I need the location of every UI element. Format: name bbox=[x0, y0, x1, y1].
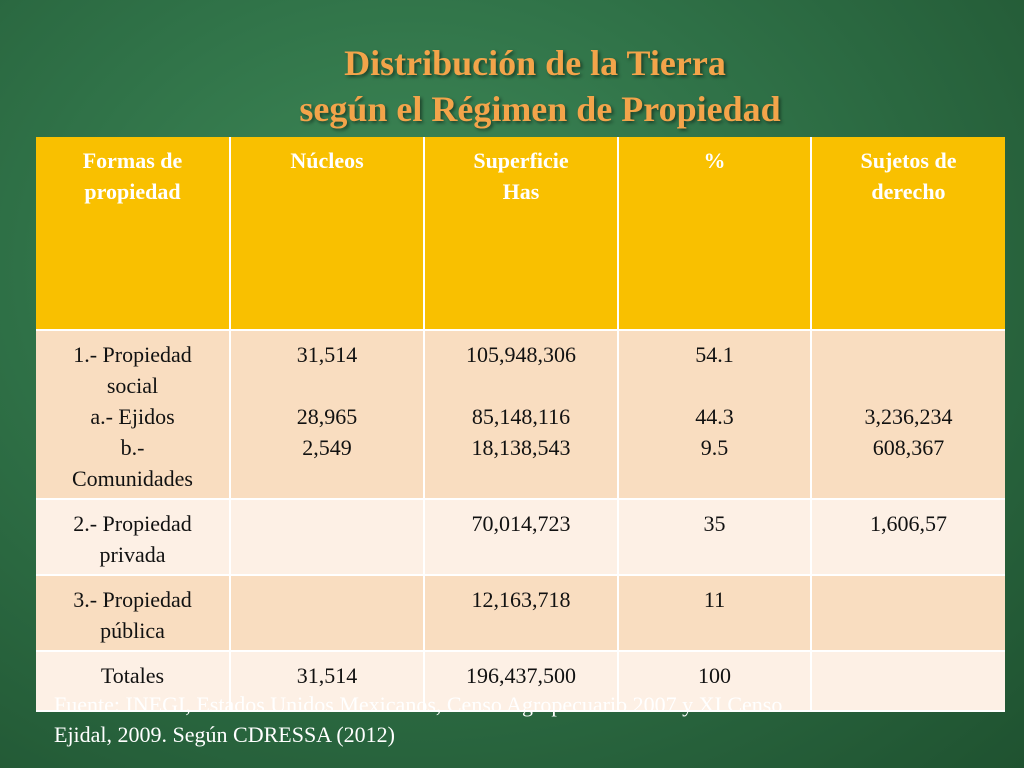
cell-text: Comunidades bbox=[72, 466, 193, 491]
cell-text: 31,514 bbox=[296, 663, 358, 688]
cell-text: 28,965 bbox=[296, 404, 358, 429]
header-text: Sujetos de bbox=[860, 148, 957, 173]
header-superficie: Superficie Has bbox=[424, 137, 619, 331]
header-text: propiedad bbox=[84, 179, 181, 204]
cell-forma: 1.- Propiedad social a.- Ejidos b.- Comu… bbox=[36, 330, 231, 500]
cell-sujetos bbox=[811, 575, 1005, 652]
header-text: Formas de bbox=[82, 148, 183, 173]
header-row: Formas de propiedad Núcleos Superficie H… bbox=[36, 137, 1005, 331]
cell-forma: 2.- Propiedad privada bbox=[36, 499, 231, 576]
land-distribution-table: Formas de propiedad Núcleos Superficie H… bbox=[36, 137, 1005, 712]
cell-text: 85,148,116 bbox=[471, 404, 571, 429]
cell-text: 18,138,543 bbox=[471, 435, 571, 460]
cell-text: 3.- Propiedad bbox=[73, 587, 192, 612]
cell-text: 196,437,500 bbox=[466, 663, 576, 688]
cell-text: 1,606,57 bbox=[870, 511, 947, 536]
cell-text: 105,948,306 bbox=[466, 342, 576, 367]
cell-percent: 35 bbox=[618, 499, 812, 576]
cell-text: 100 bbox=[698, 663, 731, 688]
footnote-line-1: Fuente: INEGI, Estados Unidos Mexicanos,… bbox=[54, 692, 783, 717]
cell-text: 2,549 bbox=[302, 435, 352, 460]
cell-forma: 3.- Propiedad pública bbox=[36, 575, 231, 652]
header-text: % bbox=[703, 148, 726, 173]
cell-text: 54.1 bbox=[695, 342, 734, 367]
header-nucleos: Núcleos bbox=[230, 137, 425, 331]
slide-title: Distribución de la Tierra según el Régim… bbox=[0, 40, 1024, 132]
cell-superficie: 196,437,500 bbox=[424, 651, 619, 712]
header-percent: % bbox=[618, 137, 812, 331]
cell-text: pública bbox=[100, 618, 165, 643]
cell-text: 44.3 bbox=[695, 404, 734, 429]
source-footnote: Fuente: INEGI, Estados Unidos Mexicanos,… bbox=[54, 690, 994, 750]
cell-percent: 100 bbox=[618, 651, 812, 712]
header-text: Núcleos bbox=[290, 148, 364, 173]
table-row: 3.- Propiedad pública 12,163,718 11 bbox=[36, 575, 1005, 652]
header-sujetos: Sujetos de derecho bbox=[811, 137, 1005, 331]
cell-text: b.- bbox=[120, 435, 145, 460]
cell-text: Totales bbox=[100, 663, 165, 688]
title-line-2: según el Régimen de Propiedad bbox=[299, 89, 781, 129]
header-text: Has bbox=[502, 179, 540, 204]
cell-nucleos bbox=[230, 575, 425, 652]
cell-nucleos bbox=[230, 499, 425, 576]
cell-text: 11 bbox=[703, 587, 726, 612]
cell-superficie: 12,163,718 bbox=[424, 575, 619, 652]
cell-forma: Totales bbox=[36, 651, 231, 712]
cell-text: 35 bbox=[703, 511, 726, 536]
cell-text: 70,014,723 bbox=[471, 511, 571, 536]
cell-text: 31,514 bbox=[296, 342, 358, 367]
cell-sujetos bbox=[811, 651, 1005, 712]
header-text: derecho bbox=[871, 179, 946, 204]
cell-sujetos: 1,606,57 bbox=[811, 499, 1005, 576]
cell-nucleos: 31,514 bbox=[230, 651, 425, 712]
table-row: 1.- Propiedad social a.- Ejidos b.- Comu… bbox=[36, 330, 1005, 500]
cell-text: 9.5 bbox=[700, 435, 729, 460]
cell-superficie: 70,014,723 bbox=[424, 499, 619, 576]
cell-nucleos: 31,514 28,965 2,549 bbox=[230, 330, 425, 500]
header-text: Superficie bbox=[473, 148, 569, 173]
cell-text: privada bbox=[99, 542, 166, 567]
cell-text: a.- Ejidos bbox=[90, 404, 175, 429]
table-row: 2.- Propiedad privada 70,014,723 35 1,60… bbox=[36, 499, 1005, 576]
cell-text: 608,367 bbox=[872, 435, 945, 460]
cell-text: 2.- Propiedad bbox=[73, 511, 192, 536]
cell-percent: 11 bbox=[618, 575, 812, 652]
table-row: Totales 31,514 196,437,500 100 bbox=[36, 651, 1005, 712]
data-table: Formas de propiedad Núcleos Superficie H… bbox=[36, 137, 1005, 712]
cell-text: 3,236,234 bbox=[864, 404, 953, 429]
header-formas: Formas de propiedad bbox=[36, 137, 231, 331]
cell-superficie: 105,948,306 85,148,116 18,138,543 bbox=[424, 330, 619, 500]
cell-text: 1.- Propiedad bbox=[73, 342, 192, 367]
cell-percent: 54.1 44.3 9.5 bbox=[618, 330, 812, 500]
cell-text: social bbox=[106, 373, 159, 398]
cell-text: 12,163,718 bbox=[471, 587, 571, 612]
footnote-line-2: Ejidal, 2009. Según CDRESSA (2012) bbox=[54, 722, 396, 747]
title-line-1: Distribución de la Tierra bbox=[344, 43, 726, 83]
cell-sujetos: 3,236,234 608,367 bbox=[811, 330, 1005, 500]
